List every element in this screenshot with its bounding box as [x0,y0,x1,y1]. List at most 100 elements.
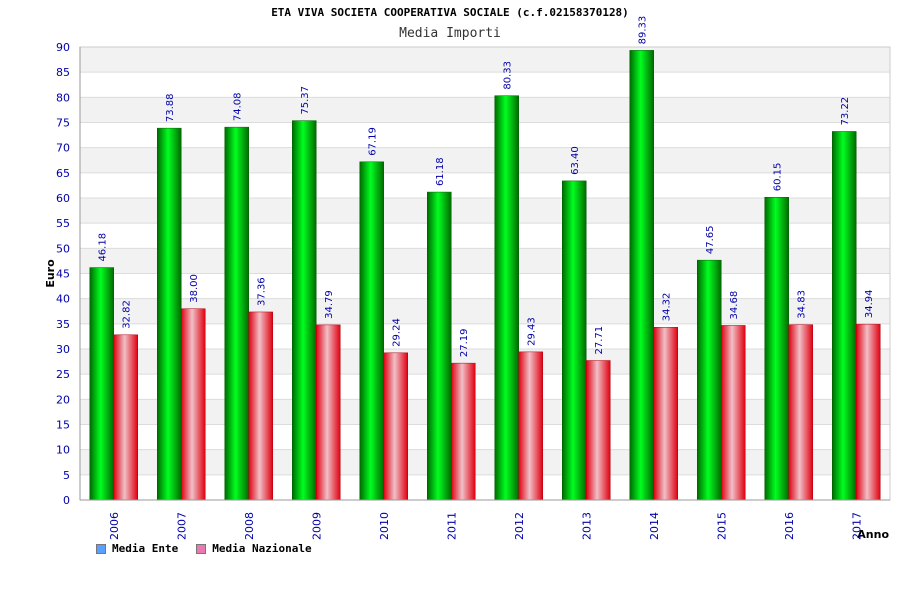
data-label: 63.40 [570,146,581,175]
y-tick-label: 15 [56,419,70,432]
grid-band [80,349,890,375]
data-label: 67.19 [368,127,379,156]
bar-media-nazionale [788,324,813,501]
y-tick-label: 80 [56,91,70,104]
bar-media-ente [89,267,114,501]
data-label: 32.82 [122,300,133,329]
bar-media-nazionale [383,352,408,501]
grid-band [80,223,890,249]
chart-legend: Media Ente Media Nazionale [96,542,312,555]
data-label: 34.94 [864,289,875,318]
y-tick-label: 60 [56,192,70,205]
data-label: 37.36 [257,277,268,306]
bar-media-nazionale [586,360,611,501]
data-label: 73.22 [840,97,851,126]
y-tick-label: 45 [56,268,70,281]
y-tick-label: 50 [56,242,70,255]
y-tick-label: 85 [56,66,70,79]
y-tick-label: 65 [56,167,70,180]
data-label: 34.32 [662,293,673,322]
data-label: 61.18 [435,157,446,186]
grid-band [80,147,890,173]
bar-media-ente [224,126,249,501]
y-tick-label: 20 [56,393,70,406]
bar-media-nazionale [653,327,678,501]
data-label: 75.37 [300,86,311,115]
bar-media-nazionale [451,362,476,501]
bar-media-ente [562,180,587,501]
chart-title: ETA VIVA SOCIETA COOPERATIVA SOCIALE (c.… [271,6,629,19]
y-tick-label: 0 [63,494,70,507]
x-tick-label: 2006 [108,512,121,540]
bar-media-ente [427,191,452,501]
bar-media-ente [359,161,384,501]
legend-item-nazionale: Media Nazionale [196,542,312,555]
x-tick-label: 2012 [513,512,526,540]
grid-band [80,97,890,123]
grid-band [80,122,890,148]
y-axis-label: Euro [44,259,57,288]
grid-band [80,198,890,224]
bar-media-nazionale [113,334,138,501]
data-label: 60.15 [773,163,784,192]
bar-media-nazionale [316,324,341,501]
y-tick-label: 55 [56,217,70,230]
x-tick-label: 2010 [378,512,391,540]
y-tick-label: 35 [56,318,70,331]
bar-media-nazionale [856,323,881,501]
grid-band [80,248,890,274]
grid-band [80,474,890,500]
data-label: 34.79 [324,290,335,319]
x-tick-label: 2015 [715,512,728,540]
x-tick-label: 2017 [850,512,863,540]
bar-media-nazionale [721,325,746,501]
data-label: 29.24 [392,318,403,347]
legend-swatch-ente [96,543,106,554]
legend-label-ente: Media Ente [112,542,179,555]
data-label: 34.83 [797,290,808,319]
x-tick-label: 2013 [580,512,593,540]
chart-subtitle: Media Importi [399,26,501,41]
grid-band [80,172,890,198]
grid-band [80,273,890,299]
data-label: 47.65 [705,226,716,255]
bar-media-nazionale [518,351,543,501]
bar-media-ente [494,95,519,501]
grid-band [80,374,890,400]
y-tick-label: 70 [56,142,70,155]
grid-band [80,399,890,425]
y-tick-label: 75 [56,117,70,130]
bar-media-ente [157,127,182,501]
x-tick-label: 2014 [648,512,661,540]
grid-band [80,47,890,73]
x-axis-label: Anno [857,528,889,541]
y-tick-label: 30 [56,343,70,356]
y-tick-label: 40 [56,293,70,306]
data-label: 34.68 [729,291,740,320]
grid-band [80,323,890,349]
y-tick-label: 90 [56,41,70,54]
y-tick-label: 25 [56,368,70,381]
legend-item-ente: Media Ente [96,542,178,555]
data-label: 27.19 [459,329,470,358]
bar-media-ente [832,131,857,501]
grid-band [80,298,890,324]
data-label: 73.88 [165,93,176,122]
data-label: 29.43 [527,317,538,346]
bar-media-ente [697,259,722,501]
data-label: 80.33 [503,61,514,90]
bar-media-ente [764,196,789,501]
data-label: 89.33 [638,16,649,45]
x-tick-label: 2016 [783,512,796,540]
data-label: 46.18 [98,233,109,262]
data-label: 27.71 [594,326,605,355]
y-tick-label: 5 [63,469,70,482]
y-tick-label: 10 [56,444,70,457]
legend-label-nazionale: Media Nazionale [212,542,312,555]
grid-band [80,72,890,98]
bar-media-ente [292,120,317,501]
grid-band [80,449,890,475]
x-tick-label: 2007 [175,512,188,540]
